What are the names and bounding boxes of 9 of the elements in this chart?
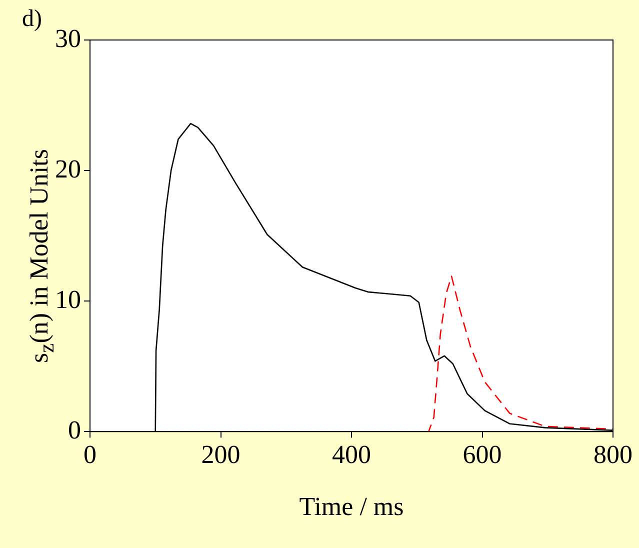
y-tick-label: 10: [55, 284, 81, 314]
x-axis-title: Time / ms: [299, 492, 404, 522]
x-tick-label: 200: [201, 440, 240, 470]
y-tick-label: 30: [55, 24, 81, 53]
x-tick-label: 800: [594, 440, 632, 470]
text: d): [22, 6, 42, 33]
y-tick-label: 0: [68, 415, 81, 444]
x-tick-label: 600: [462, 440, 502, 470]
x-tick-label: 400: [332, 440, 371, 470]
